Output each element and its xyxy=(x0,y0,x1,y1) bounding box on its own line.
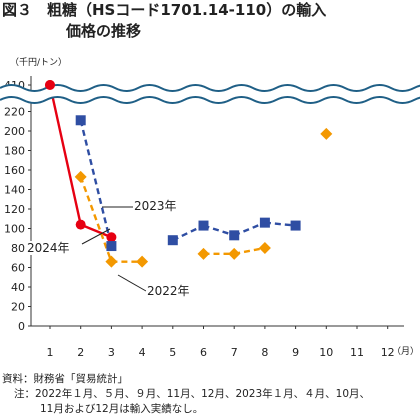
x-tick-label: 3 xyxy=(108,346,115,359)
data-point-2022 xyxy=(136,255,149,268)
data-point-2024 xyxy=(106,232,117,243)
data-point-2024 xyxy=(75,219,86,230)
data-point-2022 xyxy=(74,170,87,183)
data-point-2023 xyxy=(198,220,209,231)
y-tick-label: 220 xyxy=(4,106,25,119)
x-tick-label: 2 xyxy=(77,346,84,359)
source-note: 資料：財務省「貿易統計」 xyxy=(2,373,128,385)
series-line-segment xyxy=(172,224,205,242)
y-tick-label: 80 xyxy=(11,242,25,255)
note-line-2: 11月および12月は輸入実績なし。 xyxy=(40,403,204,415)
axis-break-band xyxy=(0,80,420,292)
y-tick-label: 40 xyxy=(11,281,25,294)
label-2022: 2022年 xyxy=(146,284,191,298)
x-tick-label: 8 xyxy=(261,346,268,359)
series-line-segment xyxy=(79,176,113,263)
data-point-2024-jan xyxy=(45,80,55,90)
label-2023: 2023年 xyxy=(133,199,178,213)
data-point-2023 xyxy=(106,241,117,252)
data-point-2023 xyxy=(259,217,270,228)
break-wave-bottom xyxy=(0,96,420,104)
x-tick-label: 6 xyxy=(200,346,207,359)
series-line-segment xyxy=(80,223,112,239)
y-tick-label: 0 xyxy=(18,320,25,333)
note-line-1: 注：2022年１月、５月、９月、11月、12月、2023年１月、４月、10月、 xyxy=(14,388,371,400)
series-line-segment xyxy=(203,224,235,237)
data-point-2023 xyxy=(290,220,301,231)
break-gap xyxy=(0,85,420,103)
leader-2022 xyxy=(117,274,147,292)
data-point-2023 xyxy=(229,230,240,241)
title-line-1: 図３ 粗糖（HSコード1701.14-110）の輸入 xyxy=(2,1,327,19)
data-point-2022 xyxy=(197,247,210,260)
series-line-segment xyxy=(233,221,266,237)
data-point-2022 xyxy=(228,247,241,260)
x-axis-unit: （月） xyxy=(392,346,419,357)
series-line-segment xyxy=(264,221,296,227)
leader-2024 xyxy=(81,228,111,245)
series-lines xyxy=(48,84,296,263)
x-tick-label: 1 xyxy=(47,346,54,359)
y-tick-label: 20 xyxy=(11,301,25,314)
series-line-segment xyxy=(79,119,113,247)
y-axis-unit: （千円/トン） xyxy=(10,58,68,68)
y-tick-label: 200 xyxy=(4,125,25,138)
x-tick-label: 4 xyxy=(139,346,146,359)
y-tick-label: 140 xyxy=(4,184,25,197)
y-tick-label: 180 xyxy=(4,145,25,158)
x-tick-label: 10 xyxy=(319,346,333,359)
title-line-2: 価格の推移 xyxy=(66,22,142,40)
data-point-2023 xyxy=(167,235,178,246)
footnotes: 資料：財務省「貿易統計」 注：2022年１月、５月、９月、11月、12月、202… xyxy=(2,372,370,417)
data-point-2022 xyxy=(105,255,118,268)
x-tick-label: 11 xyxy=(350,346,364,359)
data-point-2022 xyxy=(320,127,333,140)
y-tick-label: 100 xyxy=(4,223,25,236)
y-tick-label: 60 xyxy=(11,262,25,275)
data-point-2022 xyxy=(258,242,271,254)
break-wave-top xyxy=(0,84,420,92)
chart-title: 図３ 粗糖（HSコード1701.14-110）の輸入 価格の推移 xyxy=(2,0,326,42)
y-tick-label: 120 xyxy=(4,203,25,216)
series-line-segment xyxy=(48,84,82,225)
data-point-2023 xyxy=(75,115,86,126)
y-tick-label: 160 xyxy=(4,164,25,177)
x-tick-label: 7 xyxy=(231,346,238,359)
x-tick-label: 12 xyxy=(381,346,395,359)
x-tick-label: 5 xyxy=(169,346,176,359)
series-line-segment xyxy=(233,246,266,256)
label-2024: 2024年 xyxy=(26,241,71,255)
series-markers xyxy=(45,80,333,268)
x-tick-label: 9 xyxy=(292,346,299,359)
